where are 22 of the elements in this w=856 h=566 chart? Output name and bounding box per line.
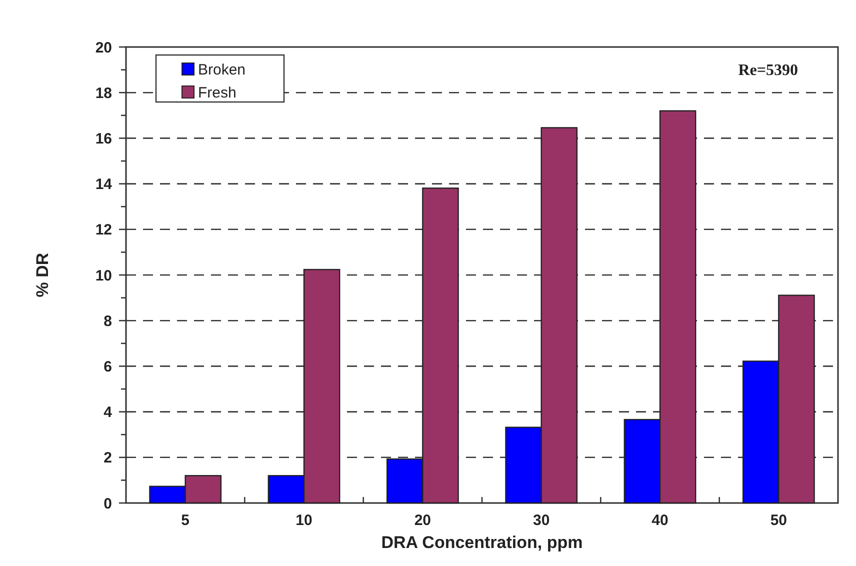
y-tick-label: 10: [95, 267, 112, 284]
x-axis-title: DRA Concentration, ppm: [381, 533, 583, 552]
y-tick-label: 18: [95, 84, 112, 102]
y-tick-label: 0: [104, 495, 112, 512]
y-tick-label: 8: [104, 312, 112, 330]
y-tick-label: 14: [95, 176, 113, 194]
x-tick-label: 40: [652, 512, 668, 529]
x-tick-label: 5: [181, 512, 190, 529]
x-tick-label: 10: [296, 512, 312, 529]
y-axis-title: % DR: [33, 252, 52, 298]
y-tick-label: 2: [104, 450, 112, 467]
y-tick-label: 4: [104, 404, 113, 422]
y-tick-label: 12: [95, 222, 112, 239]
x-tick-label: 50: [770, 512, 788, 529]
legend-label: Broken: [198, 61, 246, 78]
y-tick-label: 6: [104, 358, 112, 376]
x-tick-label: 30: [532, 512, 550, 529]
legend-label: Fresh: [198, 84, 236, 102]
y-tick-label: 20: [95, 39, 112, 56]
annotation: Re=5390: [738, 62, 798, 79]
x-tick-label: 20: [414, 512, 432, 529]
y-tick-label: 16: [95, 130, 112, 148]
